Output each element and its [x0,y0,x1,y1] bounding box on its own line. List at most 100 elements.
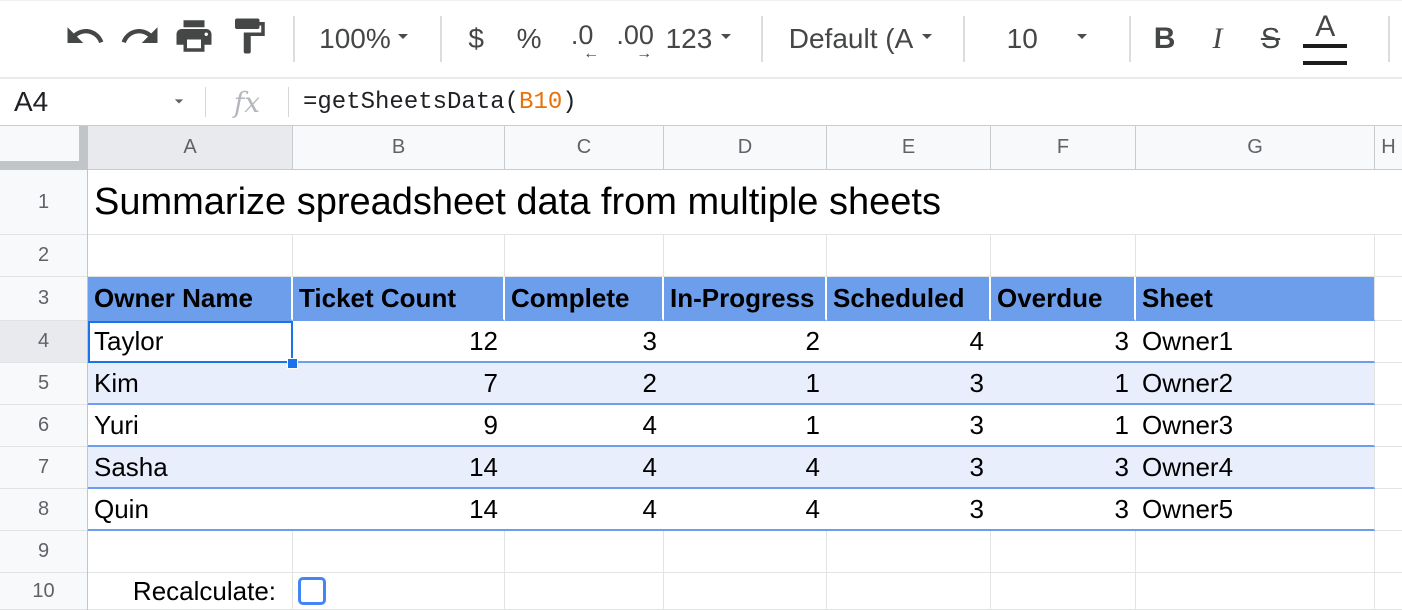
increase-decimal-button[interactable]: .00 → [613,11,657,67]
cell-D6[interactable]: 1 [664,405,827,447]
cell-D9[interactable] [664,531,827,573]
cell-B8[interactable]: 14 [293,489,505,531]
cell-E10[interactable] [827,573,991,610]
cell-A7[interactable]: Sasha [88,447,293,489]
cell-B7[interactable]: 14 [293,447,505,489]
cell-A5[interactable]: Kim [88,363,293,405]
column-header-C[interactable]: C [505,126,664,169]
decrease-decimal-button[interactable]: .0 ← [560,11,604,67]
cell-B4[interactable]: 12 [293,321,505,363]
format-currency-button[interactable]: $ [454,11,498,67]
cell-B10[interactable] [293,573,505,610]
cell-D3[interactable]: In-Progress [664,277,827,321]
cell-A10[interactable]: Recalculate: [88,573,293,610]
cell-H3[interactable] [1375,277,1402,321]
font-select[interactable]: Default (Ari… [777,11,949,67]
row-header-10[interactable]: 10 [0,573,87,610]
row-header-8[interactable]: 8 [0,489,87,531]
cell-A3[interactable]: Owner Name [88,277,293,321]
column-header-G[interactable]: G [1136,126,1375,169]
row-header-3[interactable]: 3 [0,277,87,321]
strikethrough-button[interactable]: S [1249,11,1293,67]
redo-button[interactable] [117,11,163,67]
cell-B5[interactable]: 7 [293,363,505,405]
cell-F9[interactable] [991,531,1136,573]
print-button[interactable] [172,11,218,67]
recalculate-checkbox[interactable] [298,577,326,605]
cell-G10[interactable] [1136,573,1375,610]
column-header-A[interactable]: A [88,126,293,169]
cell-C10[interactable] [505,573,664,610]
cell-B9[interactable] [293,531,505,573]
cell-G8[interactable]: Owner5 [1136,489,1375,531]
italic-button[interactable]: I [1196,11,1240,67]
column-header-H[interactable]: H [1375,126,1402,169]
cell-H2[interactable] [1375,235,1402,277]
cell-G6[interactable]: Owner3 [1136,405,1375,447]
cell-D4[interactable]: 2 [664,321,827,363]
cell-C9[interactable] [505,531,664,573]
undo-button[interactable] [62,11,108,67]
cell-F5[interactable]: 1 [991,363,1136,405]
formula-input[interactable]: =getSheetsData(B10) [289,89,577,116]
cell-D8[interactable]: 4 [664,489,827,531]
column-header-B[interactable]: B [293,126,505,169]
cell-H8[interactable] [1375,489,1402,531]
paint-format-button[interactable] [226,11,272,67]
cell-F8[interactable]: 3 [991,489,1136,531]
cell-H9[interactable] [1375,531,1402,573]
row-header-2[interactable]: 2 [0,235,87,277]
row-header-5[interactable]: 5 [0,363,87,405]
cell-E6[interactable]: 3 [827,405,991,447]
more-formats-button[interactable]: 123 [666,11,740,67]
cell-G7[interactable]: Owner4 [1136,447,1375,489]
cell-E8[interactable]: 3 [827,489,991,531]
text-color-button[interactable]: A [1302,11,1349,67]
column-header-D[interactable]: D [664,126,827,169]
cell-E4[interactable]: 4 [827,321,991,363]
cell-C2[interactable] [505,235,664,277]
cell-A8[interactable]: Quin [88,489,293,531]
cell-F4[interactable]: 3 [991,321,1136,363]
cell-G2[interactable] [1136,235,1375,277]
row-header-1[interactable]: 1 [0,170,87,235]
cell-G3[interactable]: Sheet [1136,277,1375,321]
cell-A1[interactable]: Summarize spreadsheet data from multiple… [88,170,1402,235]
row-header-4[interactable]: 4 [0,321,87,363]
cell-G4[interactable]: Owner1 [1136,321,1375,363]
cell-H6[interactable] [1375,405,1402,447]
cell-E5[interactable]: 3 [827,363,991,405]
font-size-select[interactable]: 10 [977,11,1108,67]
cell-G5[interactable]: Owner2 [1136,363,1375,405]
cell-C8[interactable]: 4 [505,489,664,531]
row-header-7[interactable]: 7 [0,447,87,489]
column-header-E[interactable]: E [827,126,991,169]
row-header-6[interactable]: 6 [0,405,87,447]
cell-A9[interactable] [88,531,293,573]
fill-handle[interactable] [287,358,298,369]
cell-D10[interactable] [664,573,827,610]
cell-F10[interactable] [991,573,1136,610]
cell-C5[interactable]: 2 [505,363,664,405]
cell-D5[interactable]: 1 [664,363,827,405]
cell-A6[interactable]: Yuri [88,405,293,447]
cell-F7[interactable]: 3 [991,447,1136,489]
cell-B6[interactable]: 9 [293,405,505,447]
cell-D2[interactable] [664,235,827,277]
cell-B3[interactable]: Ticket Count [293,277,505,321]
cell-F2[interactable] [991,235,1136,277]
row-header-9[interactable]: 9 [0,531,87,573]
cell-C4[interactable]: 3 [505,321,664,363]
zoom-select[interactable]: 100% [307,11,419,67]
cell-H5[interactable] [1375,363,1402,405]
select-all-corner[interactable] [0,126,88,170]
cell-C3[interactable]: Complete [505,277,664,321]
cell-E3[interactable]: Scheduled [827,277,991,321]
format-percent-button[interactable]: % [507,11,551,67]
cell-B2[interactable] [293,235,505,277]
cell-E9[interactable] [827,531,991,573]
cell-H10[interactable] [1375,573,1402,610]
cell-C6[interactable]: 4 [505,405,664,447]
cell-H7[interactable] [1375,447,1402,489]
cell-E7[interactable]: 3 [827,447,991,489]
